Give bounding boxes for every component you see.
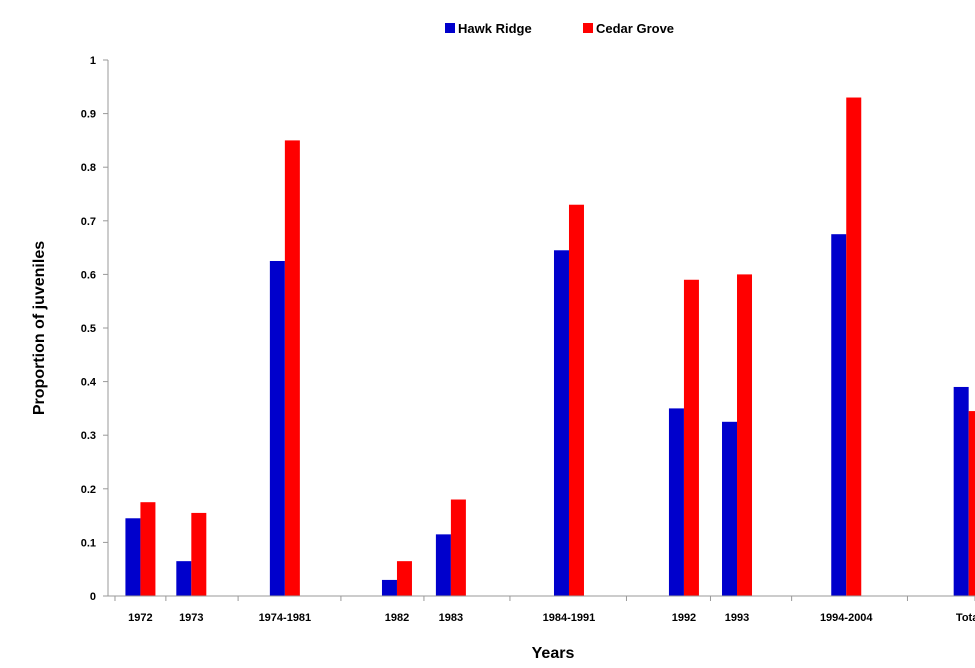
x-tick-label-1974-1981: 1974-1981	[259, 612, 312, 624]
bar-cedar-grove-1992	[683, 279, 699, 596]
bar-hawk-ridge-total	[953, 386, 969, 596]
bars	[125, 97, 975, 597]
y-tick-label: 0.1	[81, 537, 96, 549]
bar-cedar-grove-1972	[140, 502, 156, 596]
legend-swatch-hawk-ridge	[445, 23, 455, 33]
x-tick-label-1983: 1983	[439, 612, 463, 624]
bar-hawk-ridge-1972	[125, 518, 141, 596]
bar-hawk-ridge-1973	[176, 561, 192, 596]
bar-cedar-grove-1974-1981	[284, 140, 300, 596]
x-tick-label-1993: 1993	[725, 612, 749, 624]
x-ticks: 1972 1973 1974-1981 1982 1983 1984-1991 1992 19…	[114, 596, 975, 624]
legend-label-hawk-ridge: Hawk Ridge	[458, 21, 532, 36]
bar-cedar-grove-1983	[450, 499, 466, 596]
y-tick-label: 1	[90, 55, 96, 67]
bar-hawk-ridge-1984-1991	[553, 250, 569, 596]
bar-cedar-grove-1993	[737, 274, 753, 596]
legend: Hawk Ridge Cedar Grove	[445, 21, 674, 36]
x-tick-label-1982: 1982	[385, 612, 409, 624]
bar-hawk-ridge-1992	[668, 408, 684, 596]
y-tick-label: 0	[90, 591, 96, 603]
x-tick-label-total: Total	[956, 612, 975, 624]
bar-cedar-grove-1984-1991	[568, 204, 584, 596]
bar-cedar-grove-total	[968, 411, 975, 596]
y-tick-label: 0.9	[81, 109, 96, 121]
legend-swatch-cedar-grove	[583, 23, 593, 33]
bar-hawk-ridge-1982	[381, 579, 397, 596]
legend-label-cedar-grove: Cedar Grove	[596, 21, 674, 36]
bar-cedar-grove-1982	[396, 561, 412, 596]
x-tick-label-1972: 1972	[128, 612, 152, 624]
y-tick-label: 0.5	[81, 323, 96, 335]
y-ticks: 0 0.1 0.2 0.3 0.4 0.5 0.6 0.7 0.8 0.9 1	[81, 55, 108, 603]
y-tick-label: 0.4	[81, 377, 97, 389]
x-tick-label-1984-1991: 1984-1991	[543, 612, 596, 624]
y-tick-label: 0.8	[81, 162, 96, 174]
bar-hawk-ridge-1994-2004	[831, 234, 847, 596]
bar-hawk-ridge-1993	[722, 421, 738, 596]
y-axis-title: Proportion of juveniles	[31, 241, 48, 415]
y-tick-label: 0.3	[81, 430, 96, 442]
y-tick-label: 0.2	[81, 484, 96, 496]
bar-cedar-grove-1973	[191, 512, 207, 596]
x-axis-title: Years	[532, 645, 575, 662]
x-tick-label-1994-2004: 1994-2004	[820, 612, 873, 624]
x-tick-label-1973: 1973	[179, 612, 203, 624]
x-tick-label-1992: 1992	[672, 612, 696, 624]
y-tick-label: 0.7	[81, 216, 96, 228]
bar-hawk-ridge-1983	[435, 534, 451, 596]
bar-hawk-ridge-1974-1981	[269, 261, 285, 596]
bar-cedar-grove-1994-2004	[846, 97, 862, 597]
y-tick-label: 0.6	[81, 269, 96, 281]
